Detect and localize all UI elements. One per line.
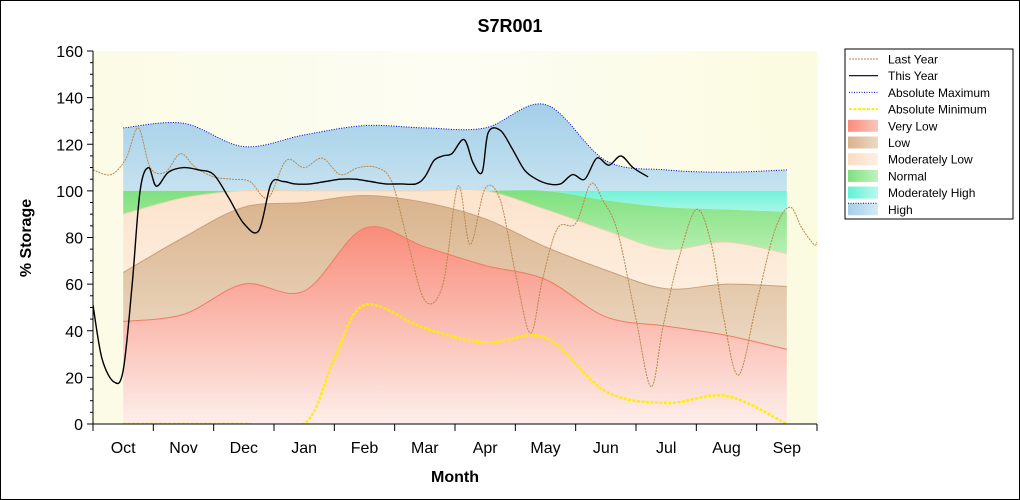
y-tick-label: 60 [65,277,83,294]
legend-label-normal: Normal [888,169,927,183]
y-axis-ticks: 0 20 40 60 80 100 120 140 160 [56,44,93,434]
legend-label-last-year: Last Year [888,53,938,67]
y-tick-label: 40 [65,324,83,341]
y-tick-label: 140 [56,91,83,108]
last-year-line [93,127,817,388]
band-high [123,103,787,191]
y-tick-label: 80 [65,231,83,248]
x-tick-label: Dec [230,440,258,457]
band-moderately-high [123,190,787,212]
y-tick-label: 100 [56,184,83,201]
y-tick-label: 20 [65,370,83,387]
legend-swatch-high [848,203,878,216]
this-year-line [93,127,649,385]
series-lines [93,103,817,424]
legend-label-absolute-maximum: Absolute Maximum [888,86,990,100]
legend-label-low: Low [888,136,910,150]
legend-label-this-year: This Year [888,69,938,83]
legend-label-high: High [888,203,913,217]
legend-label-very-low: Very Low [888,119,938,133]
x-tick-label: May [530,440,560,457]
band-edge-1 [122,194,787,290]
band-normal [123,189,787,254]
x-tick-label: Aug [712,440,740,457]
x-tick-label: Mar [411,440,439,457]
x-tick-label: Jul [656,440,676,457]
x-tick-label: Sep [773,440,802,457]
legend-label-absolute-minimum: Absolute Minimum [888,103,987,117]
band-low [123,195,787,350]
legend-label-moderately-high: Moderately High [888,186,975,200]
x-tick-label: Jun [593,440,619,457]
y-tick-label: 0 [74,417,83,434]
x-tick-label: Nov [169,440,197,457]
y-axis-title: % Storage [18,199,35,277]
band-edge-0 [123,226,787,350]
percentile-bands [122,103,787,424]
chart-title: S7R001 [477,16,542,36]
y-tick-label: 160 [56,44,83,61]
legend-swatch-normal [848,169,878,182]
x-axis-ticks: Oct Nov Dec Jan Feb Mar Apr May Jun Jul Aug Sep [92,424,818,457]
x-tick-label: Oct [111,440,136,457]
band-moderately-low [123,189,787,290]
legend-items: Last Year This Year Absolute Maximum Absolu… [848,53,990,217]
x-tick-label: Apr [473,440,499,457]
x-axis-title: Month [431,469,479,486]
legend-swatch-moderately-high [848,186,878,199]
absolute-maximum-line [123,103,787,173]
absolute-minimum-line [123,303,788,424]
x-tick-label: Jan [291,440,317,457]
band-very-low [123,226,787,424]
legend-swatch-very-low [848,119,878,132]
band-edge-2 [123,189,787,255]
x-tick-label: Feb [351,440,379,457]
legend-swatch-low [848,136,878,149]
legend-label-moderately-low: Moderately Low [888,153,973,167]
legend: Last Year This Year Absolute Maximum Absolu… [844,48,1014,220]
legend-swatch-moderately-low [848,153,878,166]
y-tick-label: 120 [56,137,83,154]
